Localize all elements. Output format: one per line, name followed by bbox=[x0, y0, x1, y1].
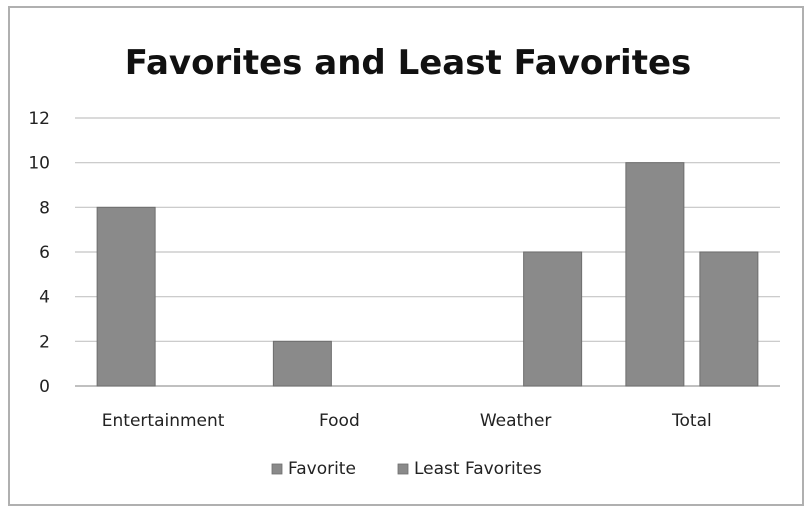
chart-frame: Favorites and Least Favorites 0 2 4 6 8 10 12 … bbox=[8, 6, 804, 506]
bar-entertainment-favorite bbox=[96, 206, 156, 387]
legend-swatch-favorite bbox=[271, 463, 283, 475]
bars bbox=[96, 162, 759, 387]
x-category-label-food: Food bbox=[319, 411, 360, 431]
y-tick-label-3: 6 bbox=[39, 243, 50, 263]
legend-swatch-least-favorites bbox=[397, 463, 409, 475]
legend: Favorite Least Favorites bbox=[271, 459, 542, 479]
bar-total-favorite bbox=[625, 162, 685, 387]
y-tick-label-1: 2 bbox=[39, 332, 50, 352]
y-tick-label-4: 8 bbox=[39, 198, 50, 218]
grid-lines bbox=[75, 117, 780, 387]
bar-weather-least-favorites bbox=[523, 251, 583, 387]
bar-total-least-favorites bbox=[699, 251, 759, 387]
x-category-label-weather: Weather bbox=[480, 411, 552, 431]
y-tick-label-2: 4 bbox=[39, 288, 50, 308]
x-category-label-total: Total bbox=[671, 411, 712, 431]
y-tick-label-5: 10 bbox=[28, 154, 50, 174]
x-category-label-entertainment: Entertainment bbox=[102, 411, 225, 431]
chart-title: Favorites and Least Favorites bbox=[125, 43, 692, 83]
bar-chart: Favorites and Least Favorites 024681012 … bbox=[28, 43, 780, 479]
y-axis-ticks: 0 2 4 6 8 10 12 bbox=[28, 109, 50, 397]
legend-label-least-favorites: Least Favorites bbox=[414, 459, 542, 479]
y-tick-label-0: 0 bbox=[39, 377, 50, 397]
legend-label-favorite: Favorite bbox=[288, 459, 356, 479]
y-tick-label-6: 12 bbox=[28, 109, 50, 129]
bar-food-favorite bbox=[272, 340, 332, 387]
x-axis-categories: Entertainment Food Weather Total bbox=[102, 411, 712, 431]
